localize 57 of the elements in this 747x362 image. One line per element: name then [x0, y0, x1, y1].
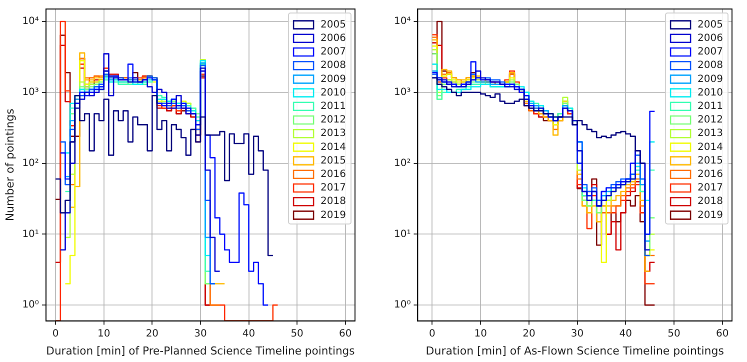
y-tick-label: 10³ — [394, 86, 411, 98]
legend-label: 2015 — [698, 155, 724, 166]
legend-label: 2006 — [320, 32, 346, 44]
x-axis-title: Duration [min] of Pre-Planned Science Timeline pointings — [46, 344, 356, 358]
x-tick-label: 20 — [146, 328, 159, 340]
x-tick-label: 60 — [338, 328, 352, 340]
legend-label: 2009 — [698, 74, 724, 85]
legend-label: 2011 — [320, 100, 346, 112]
x-tick-label: 60 — [716, 328, 729, 340]
legend-label: 2014 — [698, 142, 724, 153]
legend-label: 2017 — [698, 182, 724, 194]
x-tick-label: 50 — [290, 328, 304, 340]
x-tick-label: 30 — [570, 328, 584, 340]
x-tick-label: 20 — [522, 328, 536, 340]
y-tick-label: 10¹ — [22, 228, 39, 240]
y-axis-title: Number of pointings — [3, 108, 16, 222]
legend-label: 2012 — [320, 114, 346, 126]
legend-label: 2008 — [320, 60, 346, 72]
legend-label: 2007 — [320, 46, 346, 58]
legend-label: 2017 — [320, 182, 346, 194]
x-tick-label: 50 — [668, 328, 680, 340]
y-tick-label: 10³ — [22, 86, 39, 98]
legend-label: 2019 — [320, 210, 346, 221]
legend-label: 2010 — [320, 87, 346, 98]
x-axis-title: Duration [min] of As-Flown Science Timeline pointings — [426, 344, 724, 358]
legend-label: 2005 — [698, 19, 724, 30]
legend-label: 2019 — [698, 210, 724, 221]
legend-label: 2011 — [698, 100, 724, 112]
legend-label: 2008 — [698, 60, 724, 72]
legend-label: 2012 — [698, 114, 724, 126]
legend-label: 2007 — [698, 46, 724, 58]
y-tick-label: 10¹ — [394, 228, 411, 240]
legend-label: 2013 — [320, 128, 346, 140]
legend-label: 2009 — [320, 74, 346, 85]
legend-label: 2016 — [320, 168, 346, 180]
legend-label: 2016 — [698, 168, 724, 180]
x-tick-label: 10 — [98, 328, 110, 340]
x-tick-label: 30 — [194, 328, 207, 340]
y-tick-label: 10⁰ — [22, 300, 39, 311]
legend-label: 2013 — [698, 128, 724, 140]
legend-label: 2005 — [320, 19, 346, 30]
y-tick-label: 10⁴ — [22, 16, 39, 28]
x-tick-label: 40 — [242, 328, 256, 340]
y-tick-label: 10⁴ — [394, 16, 411, 28]
y-tick-label: 10⁰ — [394, 300, 411, 311]
legend-label: 2010 — [698, 87, 724, 98]
x-tick-label: 0 — [429, 328, 436, 340]
x-tick-label: 0 — [52, 328, 59, 340]
legend-label: 2018 — [698, 196, 724, 208]
y-tick-label: 10² — [22, 158, 39, 169]
legend-label: 2018 — [320, 196, 346, 208]
legend-label: 2006 — [698, 32, 724, 44]
x-tick-label: 10 — [474, 328, 487, 340]
y-tick-label: 10² — [394, 158, 411, 169]
legend-label: 2015 — [320, 155, 346, 166]
legend-label: 2014 — [320, 142, 346, 153]
x-tick-label: 40 — [619, 328, 632, 340]
